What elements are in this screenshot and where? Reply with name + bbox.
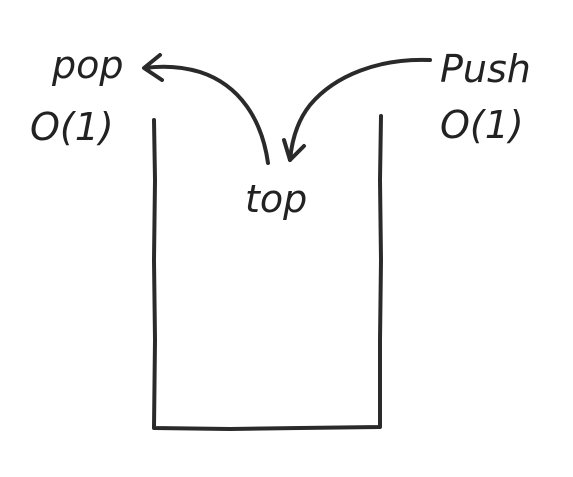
pop-complexity-label: O(1) bbox=[30, 105, 114, 149]
top-label: top bbox=[245, 177, 307, 221]
push-arrowhead bbox=[282, 138, 306, 162]
push-complexity-label: O(1) bbox=[440, 103, 524, 147]
pop-label: pop bbox=[51, 43, 124, 87]
push-label: Push bbox=[440, 47, 531, 91]
pop-arrowhead bbox=[142, 53, 164, 82]
push-arrow bbox=[288, 57, 432, 162]
pop-arrow bbox=[143, 64, 270, 165]
stack-container bbox=[152, 114, 383, 431]
